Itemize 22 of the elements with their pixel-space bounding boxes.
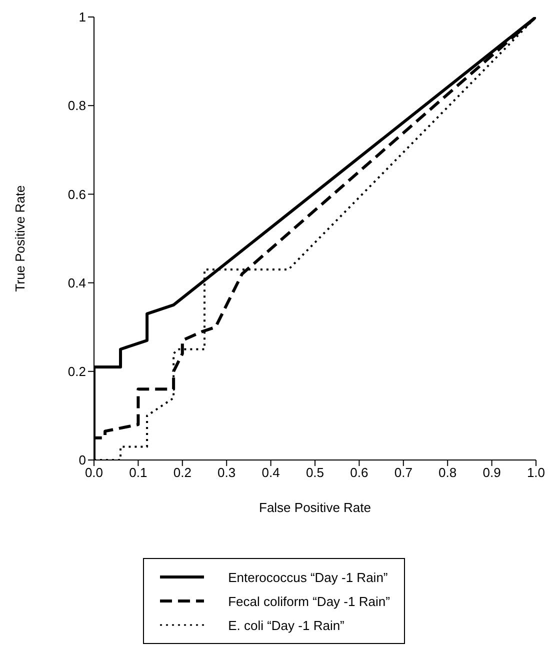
x-tick-label: 0.8 [438, 465, 457, 480]
x-tick-label: 0.6 [350, 465, 368, 480]
x-tick-label: 0.4 [262, 465, 280, 480]
legend-label: Fecal coliform “Day -1 Rain” [228, 594, 390, 608]
y-tick-label: 0.4 [68, 275, 86, 290]
x-tick-label: 0.5 [306, 465, 324, 480]
y-tick-label: 0.8 [68, 98, 86, 114]
legend-label: Enterococcus “Day -1 Rain” [228, 570, 388, 584]
y-tick-label: 0.2 [68, 364, 86, 380]
x-tick-label: 0.9 [482, 465, 501, 480]
x-tick-label: 0.7 [394, 465, 412, 480]
y-tick-label: 0.6 [68, 186, 86, 202]
y-axis-title: True Positive Rate [12, 185, 28, 292]
x-tick-label: 0.0 [84, 465, 104, 480]
y-tick-label: 0 [78, 452, 86, 468]
legend-label: E. coli “Day -1 Rain” [228, 618, 344, 632]
y-tick-label: 1 [78, 10, 86, 25]
x-tick-label: 0.2 [173, 465, 192, 480]
x-tick-label: 0.1 [129, 465, 148, 480]
x-axis-title: False Positive Rate [259, 500, 371, 515]
x-tick-label: 1.0 [526, 465, 546, 480]
x-tick-label: 0.3 [218, 465, 236, 480]
